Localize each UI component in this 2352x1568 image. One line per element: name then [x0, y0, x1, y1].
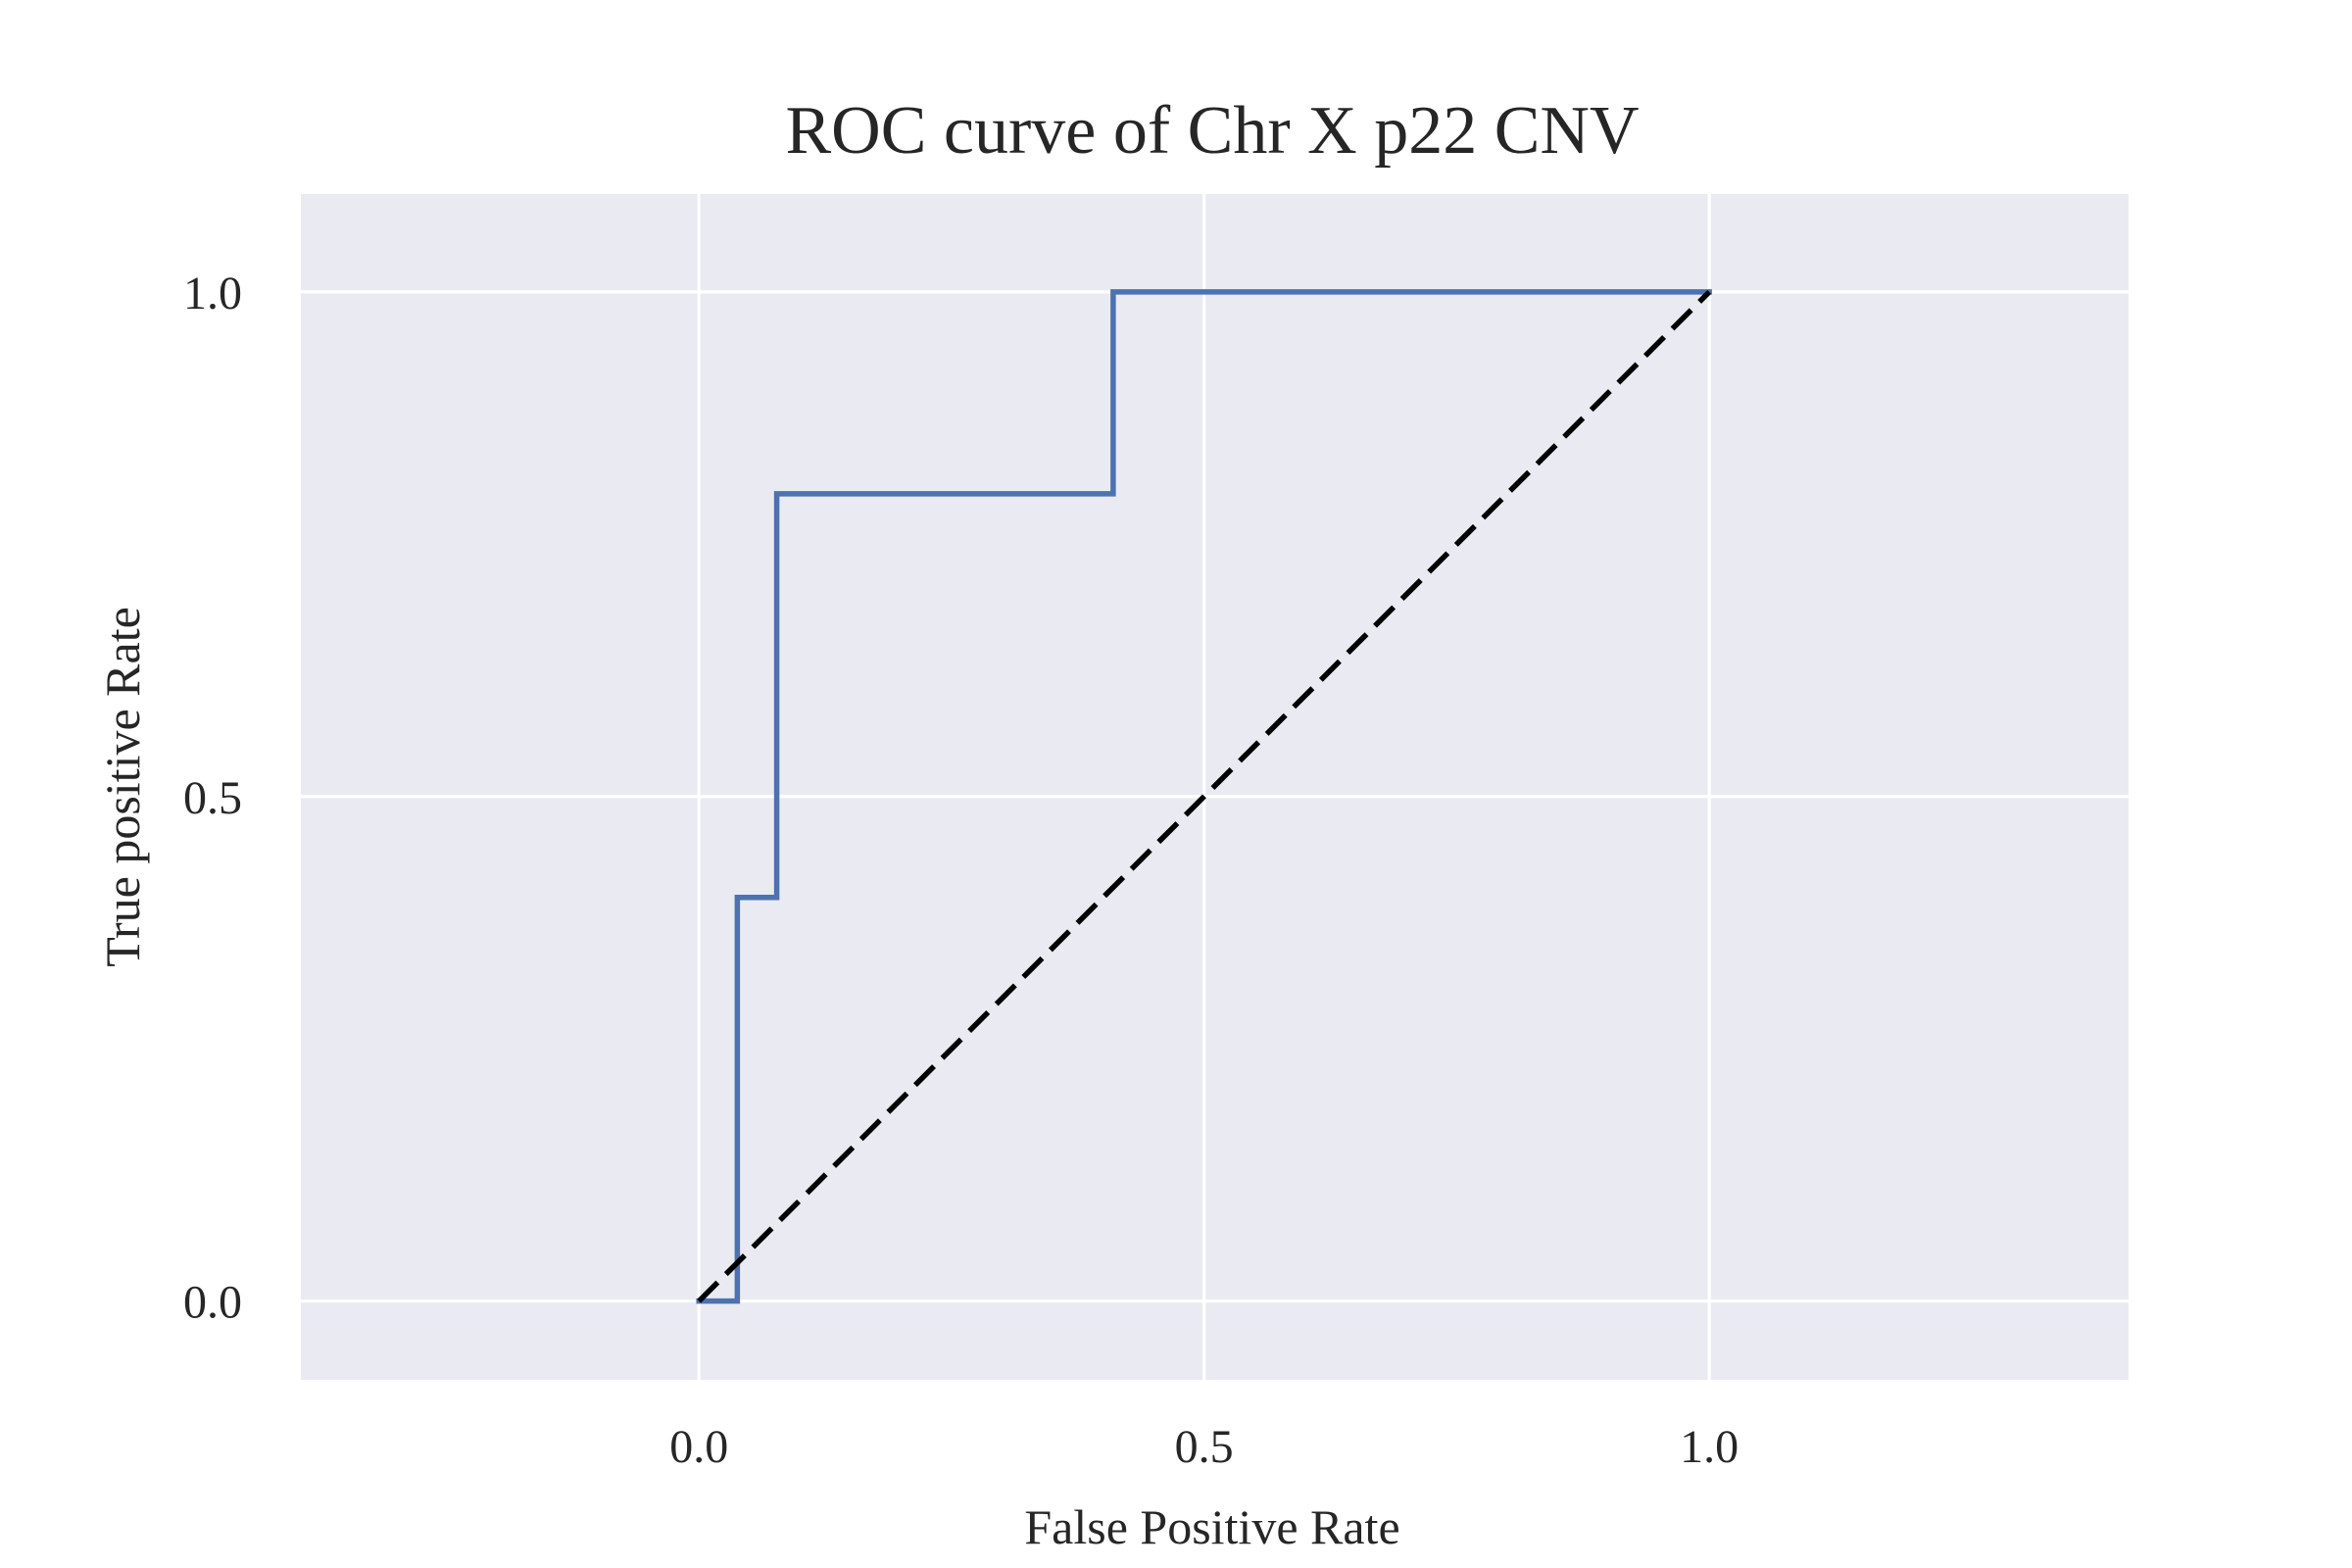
plot-area — [301, 194, 2129, 1380]
x-tick-label: 0.0 — [669, 1421, 728, 1473]
x-tick-label: 1.0 — [1680, 1421, 1739, 1473]
y-axis-label: True positive Rate — [95, 607, 150, 967]
y-tick-label: 0.0 — [183, 1277, 242, 1329]
y-tick-label: 0.5 — [183, 772, 242, 824]
x-axis-label: False Positive Rate — [1024, 1499, 1399, 1554]
chart-title: ROC curve of Chr X p22 CNV — [785, 93, 1639, 169]
y-tick-label: 1.0 — [183, 268, 242, 319]
x-tick-label: 0.5 — [1175, 1421, 1234, 1473]
